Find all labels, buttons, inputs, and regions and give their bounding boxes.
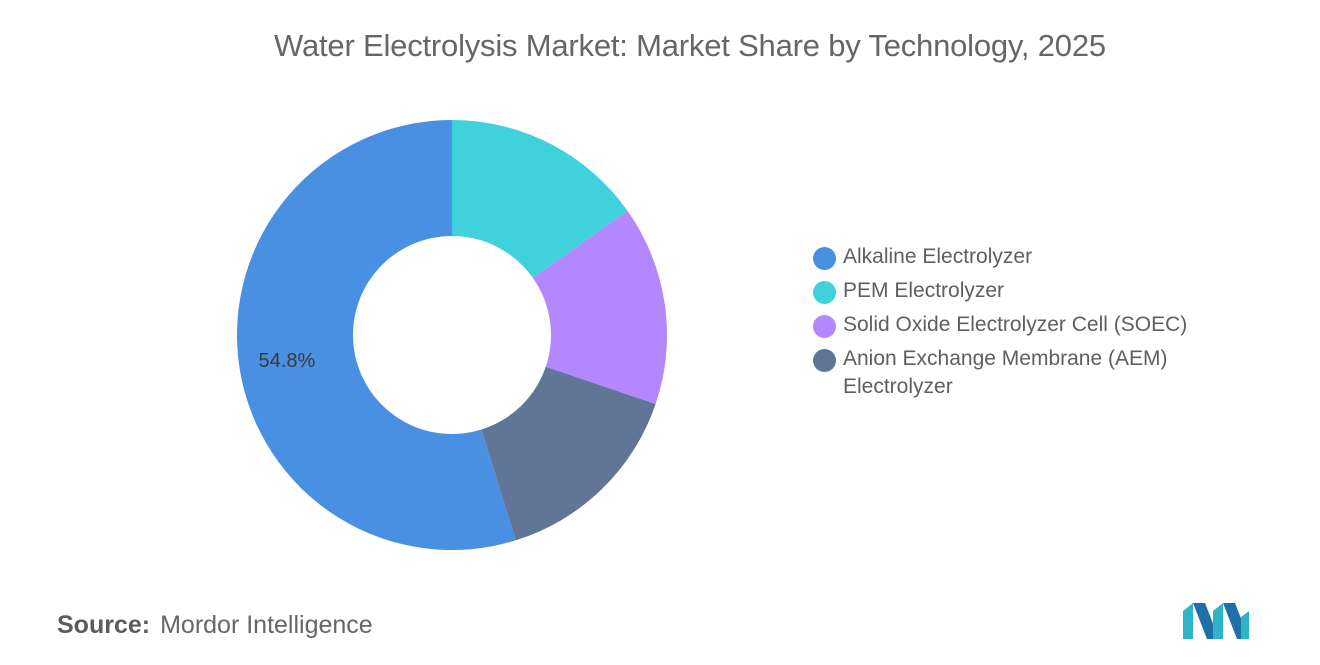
- source-label: Source:: [57, 611, 151, 639]
- legend-marker-pem: [813, 281, 836, 304]
- legend-item-soec[interactable]: Solid Oxide Electrolyzer Cell (SOEC): [813, 311, 1253, 339]
- source-value: Mordor Intelligence: [160, 611, 373, 639]
- data-label-alkaline: 54.8%: [259, 350, 316, 372]
- legend-label-soec: Solid Oxide Electrolyzer Cell (SOEC): [843, 313, 1188, 336]
- donut-slice-pem[interactable]: [452, 120, 628, 278]
- source-line: Source: Mordor Intelligence: [57, 611, 373, 640]
- donut-slice-alkaline[interactable]: [236, 120, 516, 551]
- legend-label-pem: PEM Electrolyzer: [843, 279, 1005, 302]
- legend-marker-aem: [813, 349, 836, 372]
- legend-marker-alkaline: [813, 247, 836, 270]
- legend-item-aem[interactable]: Anion Exchange Membrane (AEM) Electrolyz…: [813, 345, 1253, 401]
- donut-slice-aem[interactable]: [481, 366, 656, 541]
- donut-slice-soec[interactable]: [532, 210, 668, 405]
- legend-marker-soec: [813, 315, 836, 338]
- legend-item-alkaline[interactable]: Alkaline Electrolyzer: [813, 243, 1253, 271]
- legend-item-pem[interactable]: PEM Electrolyzer: [813, 277, 1253, 305]
- chart-legend: Alkaline Electrolyzer PEM Electrolyzer S…: [813, 243, 1253, 407]
- mordor-intelligence-logo: [1183, 603, 1249, 639]
- legend-label-aem: Anion Exchange Membrane (AEM) Electrolyz…: [843, 347, 1168, 398]
- legend-label-alkaline: Alkaline Electrolyzer: [843, 245, 1033, 268]
- chart-title: Water Electrolysis Market: Market Share …: [274, 28, 1106, 63]
